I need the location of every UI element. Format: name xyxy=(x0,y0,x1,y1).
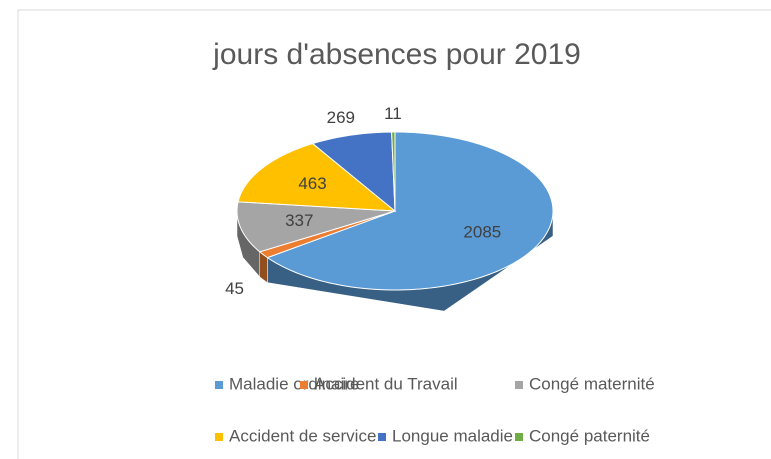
data-label: 11 xyxy=(384,104,402,123)
legend-marker xyxy=(215,433,223,441)
data-label: 2085 xyxy=(463,223,501,242)
slice xyxy=(237,143,397,212)
data-label: 45 xyxy=(225,279,244,298)
legend-marker xyxy=(378,433,386,441)
legend-label: Congé paternité xyxy=(529,426,650,445)
legend-label: Maladie ordinaire xyxy=(229,374,359,393)
legend-label: Accident de service xyxy=(229,426,376,445)
legend-marker xyxy=(515,433,523,441)
chart-title: jours d'absences pour 2019 xyxy=(212,38,581,71)
legend-label: Accident du Travail xyxy=(314,374,458,393)
legend-marker xyxy=(515,381,523,389)
data-label: 463 xyxy=(298,174,326,193)
slice xyxy=(391,131,396,212)
legend-marker xyxy=(215,381,223,389)
data-label: 269 xyxy=(327,108,355,127)
legend-marker xyxy=(300,381,308,389)
data-label: 337 xyxy=(285,211,313,230)
legend-label: Congé maternité xyxy=(529,374,655,393)
slice xyxy=(311,131,396,213)
slice xyxy=(236,201,396,253)
legend-label: Longue maladie xyxy=(392,426,513,445)
slice xyxy=(266,131,554,291)
